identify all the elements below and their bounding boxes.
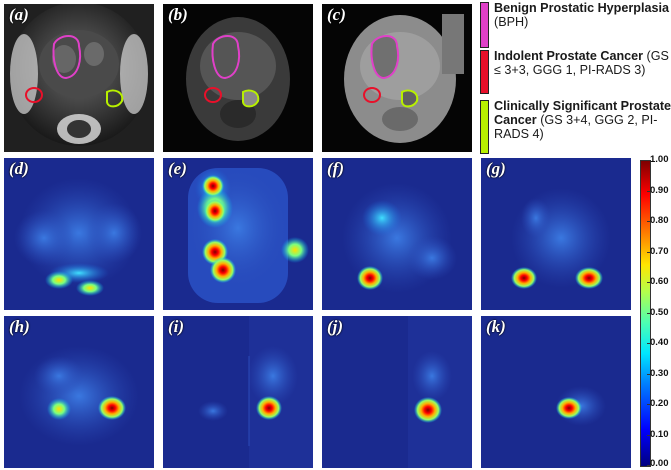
panel-h-heatmap: (h) bbox=[4, 316, 154, 468]
legend-swatch-indolent bbox=[480, 50, 489, 94]
colorbar-tick-label: 0.20 bbox=[650, 398, 669, 409]
dwi-mri-image bbox=[163, 4, 313, 152]
bph-roi-outline bbox=[211, 35, 241, 80]
colorbar-tick-mark bbox=[647, 312, 650, 314]
panel-k-heatmap: (k) bbox=[481, 316, 631, 468]
panel-b-dwi-image: (b) bbox=[163, 4, 313, 152]
panel-c-adc-image: (c) bbox=[322, 4, 472, 152]
legend-swatch-significant bbox=[480, 100, 489, 154]
colorbar-tick-mark bbox=[647, 434, 650, 436]
colorbar-tick-label: 0.10 bbox=[650, 428, 669, 440]
colorbar-tick-mark bbox=[647, 465, 650, 466]
significant-roi-outline bbox=[242, 89, 260, 108]
colorbar-tick-mark bbox=[647, 373, 650, 375]
adc-mri-image bbox=[322, 4, 472, 152]
significant-roi-outline bbox=[106, 89, 124, 108]
indolent-roi-outline bbox=[25, 87, 43, 103]
colorbar-tick-label: 0.90 bbox=[650, 184, 669, 196]
bph-roi-outline bbox=[370, 35, 400, 80]
colorbar-tick-label: 0.40 bbox=[650, 337, 669, 348]
probability-heatmap bbox=[163, 158, 313, 310]
panel-g-heatmap: (g) bbox=[481, 158, 631, 310]
colorbar-tick-label: 1.00 bbox=[650, 154, 669, 165]
colorbar-tick-mark bbox=[647, 251, 650, 253]
legend-sub-significant: (GS 3+4, GGG 2, PI-RADS 4) bbox=[494, 113, 658, 141]
legend-title-significant: Clinically Significant Prostate Cancer bbox=[494, 99, 671, 127]
probability-heatmap bbox=[322, 158, 472, 310]
significant-roi-outline bbox=[401, 89, 419, 108]
colorbar-tick-label: 0.50 bbox=[650, 306, 669, 318]
probability-heatmap bbox=[4, 316, 154, 468]
probability-heatmap bbox=[322, 316, 472, 468]
colorbar bbox=[640, 160, 651, 467]
colorbar-tick-label: 0.00 bbox=[650, 458, 669, 469]
legend-title-bph: Benign Prostatic Hyperplasia bbox=[494, 1, 669, 15]
panel-f-heatmap: (f) bbox=[322, 158, 472, 310]
indolent-roi-outline bbox=[363, 87, 381, 103]
probability-heatmap bbox=[481, 158, 631, 310]
t2w-mri-image bbox=[4, 4, 154, 152]
colorbar-tick-mark bbox=[647, 190, 650, 192]
legend-sub-indolent: (GS ≤ 3+3, GGG 1, PI-RADS 3) bbox=[494, 49, 669, 77]
colorbar-tick-label: 0.60 bbox=[650, 276, 669, 287]
panel-d-heatmap: (d) bbox=[4, 158, 154, 310]
colorbar-tick-mark bbox=[647, 160, 650, 161]
colorbar-tick-label: 0.30 bbox=[650, 367, 669, 379]
panel-e-heatmap: (e) bbox=[163, 158, 313, 310]
panel-a-t2w-image: (a) bbox=[4, 4, 154, 152]
colorbar-tick-mark bbox=[647, 282, 650, 283]
probability-heatmap bbox=[4, 158, 154, 310]
bph-roi-outline bbox=[52, 35, 82, 80]
colorbar-tick-label: 0.70 bbox=[650, 245, 669, 257]
legend-title-indolent: Indolent Prostate Cancer bbox=[494, 49, 644, 63]
probability-heatmap bbox=[163, 316, 313, 468]
panel-j-heatmap: (j) bbox=[322, 316, 472, 468]
probability-heatmap bbox=[481, 316, 631, 468]
legend-sub-bph: (BPH) bbox=[494, 15, 529, 29]
indolent-roi-outline bbox=[204, 87, 222, 103]
colorbar-tick-mark bbox=[647, 343, 650, 344]
panel-i-heatmap: (i) bbox=[163, 316, 313, 468]
colorbar-tick-mark bbox=[647, 221, 650, 222]
legend-swatch-bph bbox=[480, 2, 489, 48]
colorbar-tick-label: 0.80 bbox=[650, 215, 669, 226]
colorbar-tick-mark bbox=[647, 404, 650, 405]
